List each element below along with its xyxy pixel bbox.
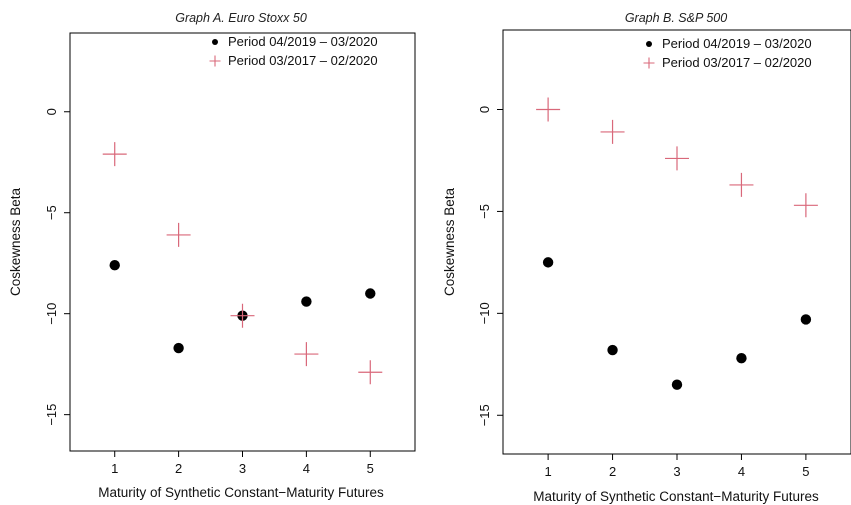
graph-b-x-tick-label: 3	[673, 464, 680, 479]
graph-b-series2-point	[729, 172, 754, 197]
graph-b-marks	[536, 97, 818, 390]
graph-a-series1-point	[365, 288, 376, 299]
graph-a-legend: Period 04/2019 – 03/2020 Period 03/2017 –…	[209, 34, 378, 68]
graph-a-series1-point	[301, 296, 312, 307]
graph-a-panel: Graph A. Euro Stoxx 50 1 2 3 4 5 0 −5 −10 −15 Pe…	[8, 11, 416, 500]
graph-b-x-tick-label: 1	[544, 464, 551, 479]
graph-b-y-tick-label: 0	[477, 106, 492, 113]
graph-b-y-tick-label: −5	[477, 204, 492, 219]
graph-a-series2-point	[294, 342, 319, 367]
graph-a-title: Graph A. Euro Stoxx 50	[175, 11, 307, 25]
graph-a-y-tick-label: 0	[44, 108, 59, 115]
graph-a-ticks: 1 2 3 4 5 0 −5 −10 −15	[44, 108, 374, 476]
graph-a-series2-point	[166, 222, 191, 247]
graph-b-legend-marker-2	[643, 57, 655, 69]
graph-b-series1-point	[800, 314, 812, 325]
graph-a-x-tick-label: 3	[239, 461, 246, 476]
graph-a-plot-frame	[69, 32, 416, 452]
graph-b-y-tick-label: −15	[477, 404, 492, 426]
graph-a-x-tick-label: 5	[367, 461, 374, 476]
graph-a-x-tick-label: 4	[303, 461, 310, 476]
graph-b-title: Graph B. S&P 500	[625, 11, 727, 25]
graph-a-series1-point	[109, 260, 120, 271]
graph-b-x-tick-label: 5	[802, 464, 809, 479]
graph-b-panel: Graph B. S&P 500 1 2 3 4 5 0 −5 −10 −15 Period 0…	[442, 11, 851, 504]
graph-b-series2-point	[665, 146, 689, 171]
graph-a-y-tick-label: −10	[44, 303, 59, 325]
graph-b-legend-label-2: Period 03/2017 – 02/2020	[662, 55, 812, 70]
graph-b-xlabel: Maturity of Synthetic Constant−Maturity …	[533, 489, 819, 504]
graph-b-ticks: 1 2 3 4 5 0 −5 −10 −15	[477, 106, 810, 479]
graph-a-ylabel: Coskewness Beta	[8, 187, 23, 296]
graph-a-series2-point	[358, 360, 383, 385]
graph-a-y-tick-label: −15	[44, 404, 59, 426]
graph-b-x-tick-label: 2	[609, 464, 616, 479]
graph-b-series2-point	[600, 119, 625, 144]
graph-a-series2-point	[102, 142, 127, 167]
graph-b-legend-label-1: Period 04/2019 – 03/2020	[662, 36, 812, 51]
graph-b-legend-marker-1	[646, 41, 652, 47]
graph-b-y-tick-label: −10	[477, 302, 492, 324]
graph-b-series1-point	[542, 257, 554, 268]
graph-b-series1-point	[607, 344, 618, 356]
graph-a-series2-point	[230, 303, 255, 328]
graph-a-marks	[102, 142, 383, 385]
graph-a-y-tick-label: −5	[44, 205, 59, 220]
graph-a-xlabel: Maturity of Synthetic Constant−Maturity …	[98, 485, 384, 500]
graph-a-x-tick-label: 1	[111, 461, 118, 476]
graph-b-series2-point	[536, 97, 561, 122]
graph-a-series1-point	[173, 342, 184, 354]
graph-a-legend-label-2: Period 03/2017 – 02/2020	[228, 53, 378, 68]
graph-a-x-tick-label: 2	[175, 461, 182, 476]
graph-b-series1-point	[736, 352, 747, 364]
graph-a-legend-marker-1	[212, 39, 218, 45]
graph-b-ylabel: Coskewness Beta	[442, 187, 457, 296]
graph-b-x-tick-label: 4	[738, 464, 745, 479]
graph-a-legend-marker-2	[209, 55, 221, 67]
graph-b-legend: Period 04/2019 – 03/2020 Period 03/2017 –…	[643, 36, 812, 70]
graph-b-series2-point	[793, 193, 818, 218]
graph-b-series1-point	[671, 379, 683, 390]
graph-b-plot-frame	[502, 29, 851, 455]
graph-a-legend-label-1: Period 04/2019 – 03/2020	[228, 34, 378, 49]
